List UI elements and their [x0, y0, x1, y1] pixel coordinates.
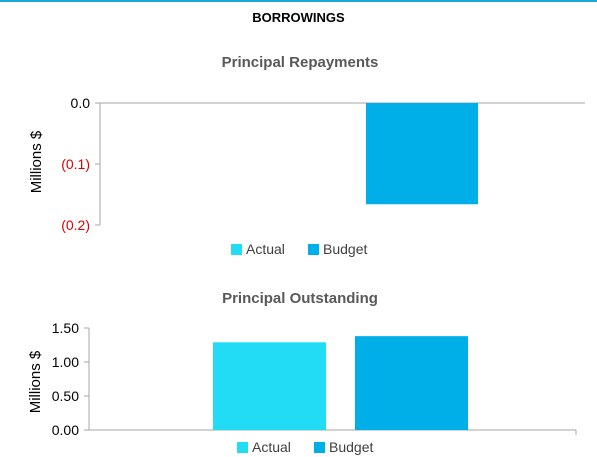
legend-label-budget: Budget [323, 241, 367, 257]
legend-label-budget: Budget [329, 439, 373, 455]
section-title: BORROWINGS [252, 10, 345, 25]
legend: Actual Budget [231, 241, 367, 257]
y-tick-label: (0.1) [61, 156, 90, 172]
legend-swatch-actual [237, 442, 248, 453]
y-tick-label: 0.0 [71, 95, 91, 111]
legend-label-actual: Actual [246, 241, 285, 257]
legend-swatch-actual [231, 244, 242, 255]
legend-swatch-budget [314, 442, 325, 453]
legend: Actual Budget [237, 439, 373, 455]
chart-title: Principal Outstanding [222, 290, 378, 307]
principal-repayments-chart: Principal Repayments Millions $ 0.0 (0.1)… [28, 54, 585, 257]
y-tick-label: 1.00 [52, 354, 79, 370]
y-tick-label: 0.00 [52, 422, 79, 438]
y-tick-label: (0.2) [61, 217, 90, 233]
plot-area: 0.0 (0.1) (0.2) [61, 95, 585, 233]
y-axis-label: Millions $ [27, 350, 44, 413]
bar-actual [213, 342, 326, 430]
y-axis-label: Millions $ [28, 130, 45, 193]
principal-outstanding-chart: Principal Outstanding Millions $ 0.00 0.5… [27, 290, 577, 455]
top-rule [0, 0, 597, 2]
y-tick-label: 1.50 [52, 320, 79, 336]
bar-budget [355, 336, 468, 430]
legend-label-actual: Actual [252, 439, 291, 455]
bar-budget [366, 103, 478, 205]
legend-swatch-budget [308, 244, 319, 255]
chart-title: Principal Repayments [222, 54, 379, 71]
plot-area: 0.00 0.50 1.00 1.50 [52, 320, 577, 438]
y-tick-label: 0.50 [52, 388, 79, 404]
